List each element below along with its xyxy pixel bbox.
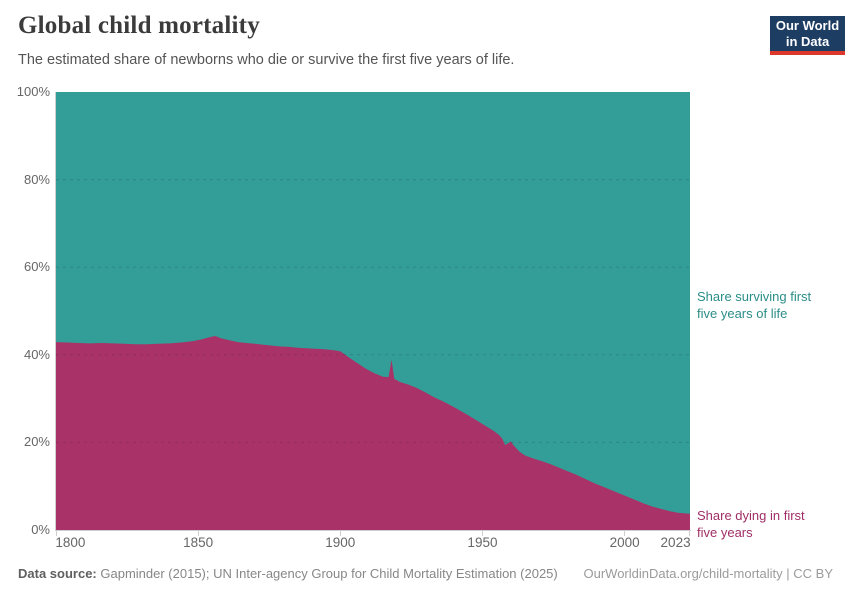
data-source: Data source: Gapminder (2015); UN Inter-… bbox=[18, 566, 558, 581]
x-axis-ticks bbox=[56, 531, 690, 537]
x-tick-mark-1800 bbox=[56, 531, 57, 536]
x-tick-label-2023: 2023 bbox=[660, 535, 691, 550]
y-tick-label-20pct: 20% bbox=[23, 434, 50, 450]
page-subtitle: The estimated share of newborns who die … bbox=[18, 52, 515, 68]
y-tick-label-100pct: 100% bbox=[16, 84, 50, 99]
x-tick-mark-1900 bbox=[339, 531, 341, 536]
x-tick-label-1800: 1800 bbox=[55, 535, 86, 550]
annotation-dying-line2: five years bbox=[697, 525, 753, 540]
x-tick-mark-2023 bbox=[689, 531, 690, 536]
x-axis: 1800 1850 1900 1950 2000 2023 bbox=[55, 535, 691, 553]
y-axis: 0% 20% 40% 60% 80% 100% bbox=[0, 84, 50, 537]
logo-line-1: Our World bbox=[775, 18, 840, 33]
x-tick-label-1850: 1850 bbox=[183, 535, 214, 550]
data-source-text: Gapminder (2015); UN Inter-agency Group … bbox=[100, 566, 558, 581]
x-tick-label-1900: 1900 bbox=[325, 535, 356, 550]
annotation-dying: Share dying in first five years bbox=[697, 507, 805, 541]
y-tick-label-40pct: 40% bbox=[23, 346, 50, 362]
x-tick-label-2000: 2000 bbox=[609, 535, 640, 550]
footer-link[interactable]: OurWorldinData.org/child-mortality | CC … bbox=[583, 566, 834, 581]
annotation-dying-line1: Share dying in first bbox=[697, 508, 805, 523]
footer: Data source: Gapminder (2015); UN Inter-… bbox=[18, 566, 833, 581]
data-source-label: Data source: bbox=[18, 566, 97, 581]
y-tick-label-0pct: 0% bbox=[31, 522, 50, 537]
y-tick-label-60pct: 60% bbox=[23, 259, 50, 275]
y-axis-line bbox=[55, 92, 56, 530]
area-dying[interactable] bbox=[56, 336, 690, 530]
stacked-area-plot[interactable] bbox=[56, 92, 690, 530]
annotation-surviving-line2: five years of life bbox=[697, 306, 788, 321]
owid-logo[interactable]: Our World in Data bbox=[770, 16, 845, 55]
logo-line-2: in Data bbox=[785, 34, 830, 49]
y-tick-label-80pct: 80% bbox=[23, 171, 50, 187]
annotation-surviving-line1: Share surviving first bbox=[697, 289, 812, 304]
x-tick-mark-1950 bbox=[481, 531, 483, 536]
x-tick-mark-1850 bbox=[197, 531, 199, 536]
x-tick-mark-2000 bbox=[624, 531, 626, 536]
page-title: Global child mortality bbox=[18, 12, 260, 39]
annotation-surviving: Share surviving first five years of life bbox=[697, 288, 811, 322]
x-axis-line bbox=[55, 530, 691, 531]
x-tick-label-1950: 1950 bbox=[467, 535, 498, 550]
